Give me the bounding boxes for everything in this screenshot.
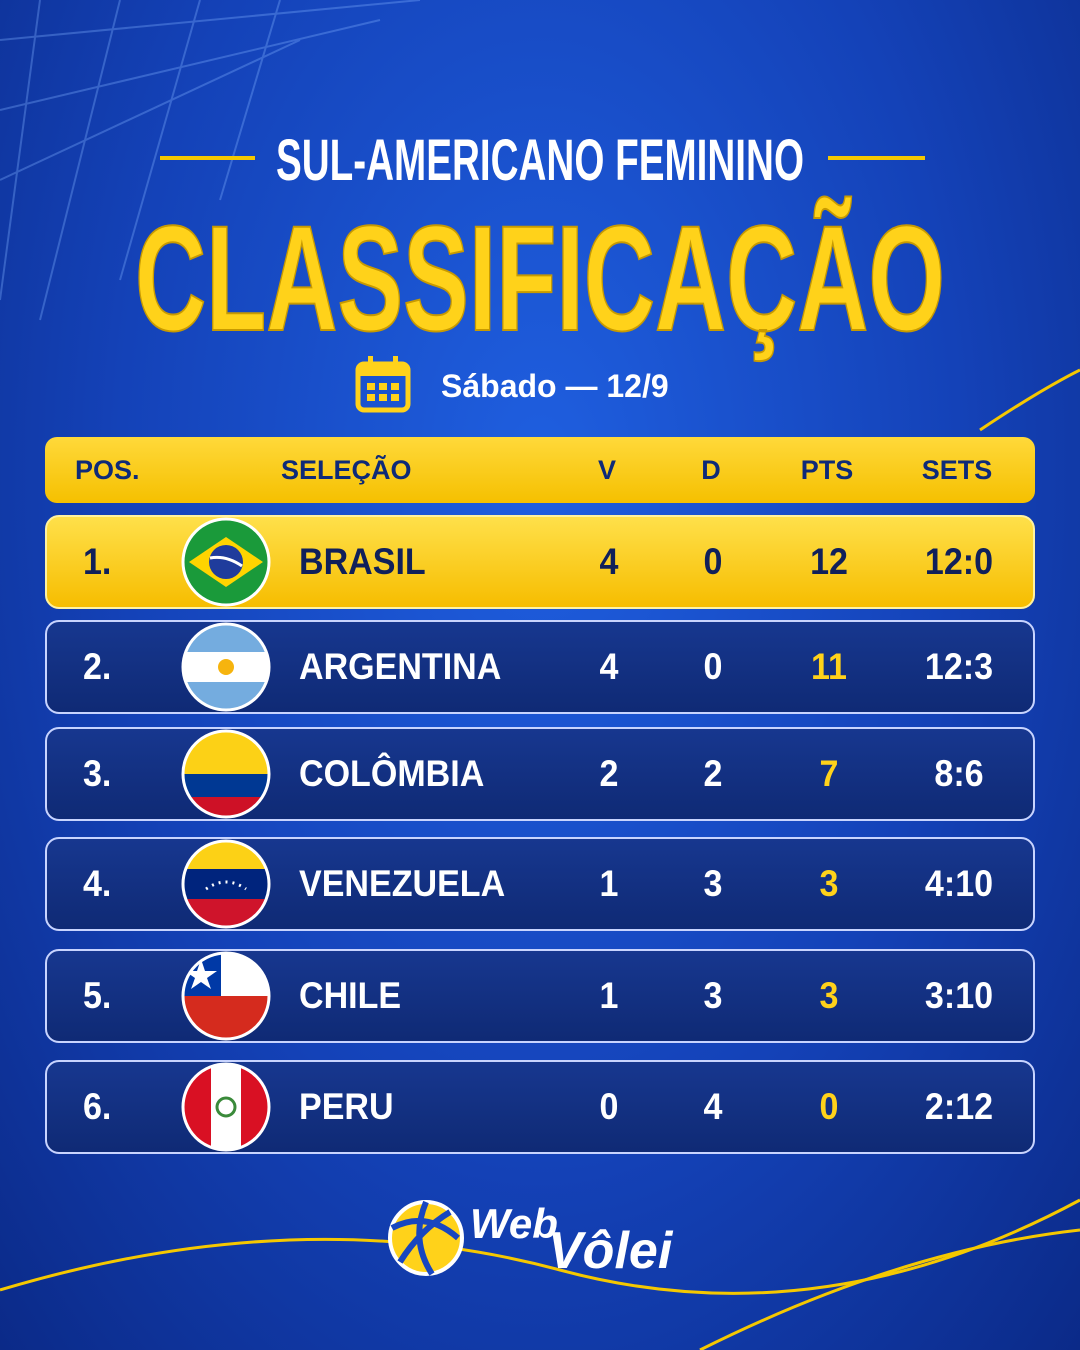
wins: 4 bbox=[599, 646, 619, 687]
team-name: PERU bbox=[299, 1086, 394, 1127]
column-header: PTS bbox=[800, 455, 854, 485]
table-row: 3. COLÔMBIA 2 2 7 8:6 bbox=[45, 727, 1035, 821]
points: 0 bbox=[819, 1086, 839, 1127]
position: 3. bbox=[83, 753, 112, 794]
sets: 12:0 bbox=[924, 541, 994, 582]
position: 4. bbox=[83, 863, 112, 904]
table-row: 1. BRASIL 4 0 12 12:0 bbox=[45, 515, 1035, 609]
points: 7 bbox=[819, 753, 839, 794]
losses: 2 bbox=[703, 753, 723, 794]
table-header: POS. SELEÇÃO V D PTS SETS bbox=[45, 437, 1035, 503]
date: Sábado — 12/9 bbox=[441, 368, 669, 404]
column-header: V bbox=[597, 455, 616, 485]
wins: 0 bbox=[599, 1086, 619, 1127]
losses: 4 bbox=[703, 1086, 723, 1127]
points: 3 bbox=[819, 975, 839, 1016]
sets: 4:10 bbox=[924, 863, 994, 904]
wins: 4 bbox=[599, 541, 619, 582]
sets: 3:10 bbox=[924, 975, 994, 1016]
column-header: POS. bbox=[75, 455, 140, 485]
calendar-icon bbox=[355, 356, 411, 413]
losses: 3 bbox=[703, 975, 723, 1016]
position: 2. bbox=[83, 646, 112, 687]
table-row: 4. VENEZUELA 1 3 3 4:10 bbox=[45, 837, 1035, 931]
position: 6. bbox=[83, 1086, 112, 1127]
table-row: 6. PERU 0 4 0 2:12 bbox=[45, 1060, 1035, 1154]
points: 3 bbox=[819, 863, 839, 904]
team-name: VENEZUELA bbox=[299, 863, 506, 904]
flag bbox=[181, 839, 271, 929]
flag bbox=[181, 729, 271, 819]
column-header: SETS bbox=[921, 455, 993, 485]
column-header: SELEÇÃO bbox=[281, 455, 412, 485]
sets: 2:12 bbox=[924, 1086, 994, 1127]
team-name: CHILE bbox=[299, 975, 402, 1016]
table-row: 2. ARGENTINA 4 0 11 12:3 bbox=[45, 620, 1035, 714]
logo-bottom: Vôlei bbox=[548, 1222, 674, 1280]
flag bbox=[181, 1062, 271, 1152]
points: 12 bbox=[810, 541, 848, 582]
position: 1. bbox=[83, 541, 112, 582]
subtitle: SUL-AMERICANO FEMININO bbox=[276, 128, 804, 193]
sets: 12:3 bbox=[924, 646, 994, 687]
losses: 0 bbox=[703, 646, 723, 687]
flag bbox=[181, 951, 271, 1041]
wins: 2 bbox=[599, 753, 619, 794]
sets: 8:6 bbox=[934, 753, 984, 794]
losses: 0 bbox=[703, 541, 723, 582]
table-row: 5. CHILE 1 3 3 3:10 bbox=[45, 949, 1035, 1043]
team-name: BRASIL bbox=[299, 541, 426, 582]
team-name: COLÔMBIA bbox=[299, 753, 485, 794]
wins: 1 bbox=[599, 975, 619, 1016]
logo-top: Web bbox=[470, 1200, 558, 1247]
position: 5. bbox=[83, 975, 112, 1016]
flag bbox=[181, 622, 271, 712]
points: 11 bbox=[811, 646, 847, 687]
logo-ball bbox=[388, 1200, 464, 1276]
team-name: ARGENTINA bbox=[299, 646, 502, 687]
flag bbox=[181, 517, 271, 607]
column-header: D bbox=[701, 455, 721, 485]
losses: 3 bbox=[703, 863, 723, 904]
wins: 1 bbox=[599, 863, 619, 904]
title: CLASSIFICAÇÃO bbox=[135, 194, 945, 362]
